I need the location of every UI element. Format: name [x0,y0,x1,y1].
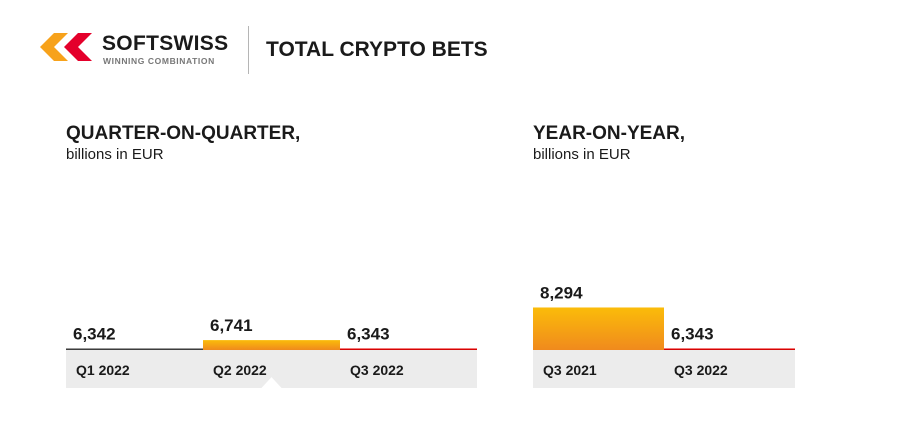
yoy-value-label-0: 8,294 [540,283,583,302]
qoq-category-label-1: Q2 2022 [213,362,267,378]
yoy-category-label-0: Q3 2021 [543,362,597,378]
qoq-value-label-2: 6,343 [347,324,390,343]
brand-name: SOFTSWISS [102,32,229,55]
qoq-change-label-1: +6,3% [226,406,318,433]
yoy-category-band [533,350,795,388]
yoy-value-label-1: 6,343 [671,324,714,343]
qoq-value-label-0: 6,342 [73,324,116,343]
logo-red-shape [64,33,92,61]
qoq-bar-2 [340,348,477,350]
qoq-bar-0 [66,348,203,350]
header: SOFTSWISS WINNING COMBINATION TOTAL CRYP… [40,26,540,74]
header-divider [248,26,249,74]
qoq-category-label-2: Q3 2022 [350,362,404,378]
qoq-change-label-2: -5,9% [367,414,451,433]
qoq-change-arrow-up-icon [259,377,284,391]
logo-orange-shape [40,33,68,61]
qoq-chart-title: QUARTER-ON-QUARTER, [66,123,301,144]
qoq-category-label-0: Q1 2022 [76,362,130,378]
qoq-chart-unit: billions in EUR [66,146,164,163]
yoy-chart-title: YEAR-ON-YEAR, [533,123,686,144]
yoy-change-label-1: -23,5% [679,414,780,433]
softswiss-logo-icon [40,33,92,61]
yoy-chart-unit: billions in EUR [533,146,631,163]
qoq-value-label-1: 6,741 [210,316,253,335]
yoy-category-label-1: Q3 2022 [674,362,728,378]
page-title: TOTAL CRYPTO BETS [266,38,488,61]
yoy-bar-0 [533,307,664,350]
yoy-bar-1 [664,348,795,350]
qoq-bar-1 [203,340,340,350]
qoq-change-arrow-down-icon [396,388,421,402]
yoy-change-arrow-down-icon [717,388,742,402]
brand-tagline: WINNING COMBINATION [103,56,215,66]
